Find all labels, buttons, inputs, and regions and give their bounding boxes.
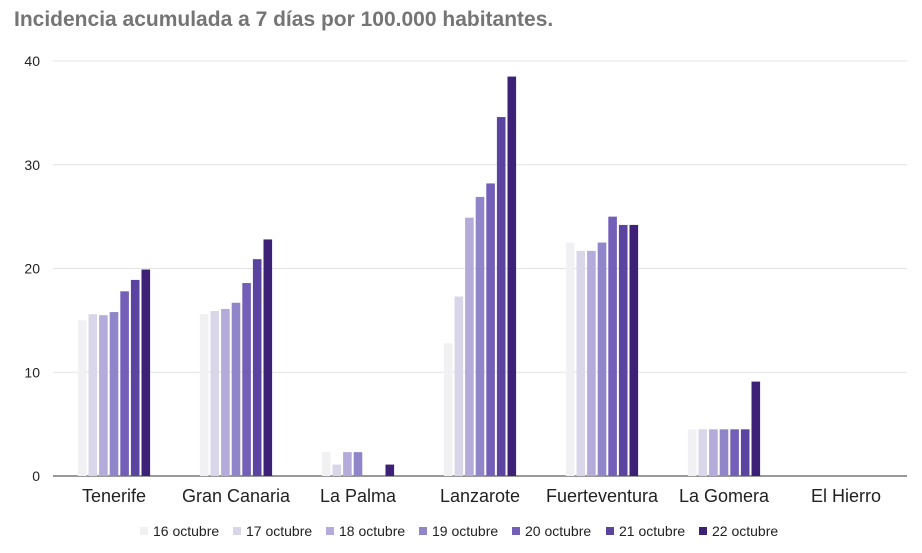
bar: [141, 269, 151, 476]
bar: [120, 291, 129, 476]
x-tick-label: Fuerteventura: [546, 486, 659, 506]
legend-label: 22 octubre: [712, 523, 778, 539]
bar: [353, 452, 363, 476]
legend-label: 21 octubre: [619, 523, 685, 539]
x-tick-label: Gran Canaria: [182, 486, 291, 506]
x-tick-label: Lanzarote: [440, 486, 520, 506]
bar: [698, 429, 708, 476]
bar: [587, 250, 596, 476]
legend-swatch: [512, 527, 520, 535]
chart-title: Incidencia acumulada a 7 días por 100.00…: [14, 8, 554, 31]
bar: [321, 452, 331, 476]
bar: [130, 279, 140, 476]
legend-label: 19 octubre: [432, 523, 498, 539]
bar: [486, 183, 495, 477]
x-axis-ticks: Tenerife Gran Canaria La Palma Lanzarote Fue…: [82, 486, 881, 506]
bar: [465, 217, 474, 476]
bar: [740, 429, 750, 476]
bar: [99, 315, 108, 476]
y-tick-label: 30: [24, 157, 40, 173]
x-tick-label: Tenerife: [82, 486, 146, 506]
y-tick-label: 0: [32, 468, 40, 484]
bar: [687, 429, 697, 476]
bar: [719, 429, 729, 476]
bar: [565, 242, 575, 476]
y-tick-label: 20: [24, 261, 40, 277]
legend-label: 18 octubre: [339, 523, 405, 539]
bar: [199, 314, 209, 476]
bar: [263, 239, 273, 476]
legend-swatch: [606, 527, 614, 535]
x-tick-label: La Palma: [320, 486, 397, 506]
legend-swatch: [326, 527, 334, 535]
bar: [475, 196, 485, 476]
legend-label: 16 octubre: [153, 523, 219, 539]
bar: [454, 296, 464, 476]
bar: [597, 242, 607, 476]
bar: [109, 312, 119, 476]
bar: [496, 117, 506, 477]
legend-swatch: [699, 527, 707, 535]
legend-label: 17 octubre: [246, 523, 312, 539]
y-tick-label: 40: [24, 53, 40, 69]
bar: [221, 308, 230, 476]
bar: [231, 302, 241, 476]
bar: [385, 464, 395, 476]
bar: [443, 343, 453, 476]
legend-label: 20 octubre: [525, 523, 591, 539]
bar: [618, 224, 628, 476]
bar: [242, 283, 251, 476]
bar: [709, 429, 718, 476]
bar: [576, 250, 586, 476]
bar: [332, 464, 342, 476]
bar: [730, 429, 739, 476]
x-tick-label: El Hierro: [811, 486, 881, 506]
bar: [343, 452, 352, 476]
bars: [77, 76, 761, 477]
y-axis-ticks: 0 10 20 30 40: [24, 53, 40, 484]
legend-swatch: [419, 527, 427, 535]
bar: [608, 216, 617, 476]
y-tick-label: 10: [24, 364, 40, 380]
x-tick-label: La Gomera: [679, 486, 770, 506]
bar: [507, 76, 517, 476]
bar: [77, 320, 87, 476]
legend-swatch: [233, 527, 241, 535]
bar: [252, 259, 262, 476]
bar: [88, 314, 98, 476]
bar: [210, 311, 220, 476]
legend-swatch: [140, 527, 148, 535]
bar: [751, 381, 761, 476]
legend: 16 octubre 17 octubre 18 octubre 19 octubre…: [140, 523, 778, 539]
bar: [629, 224, 639, 476]
